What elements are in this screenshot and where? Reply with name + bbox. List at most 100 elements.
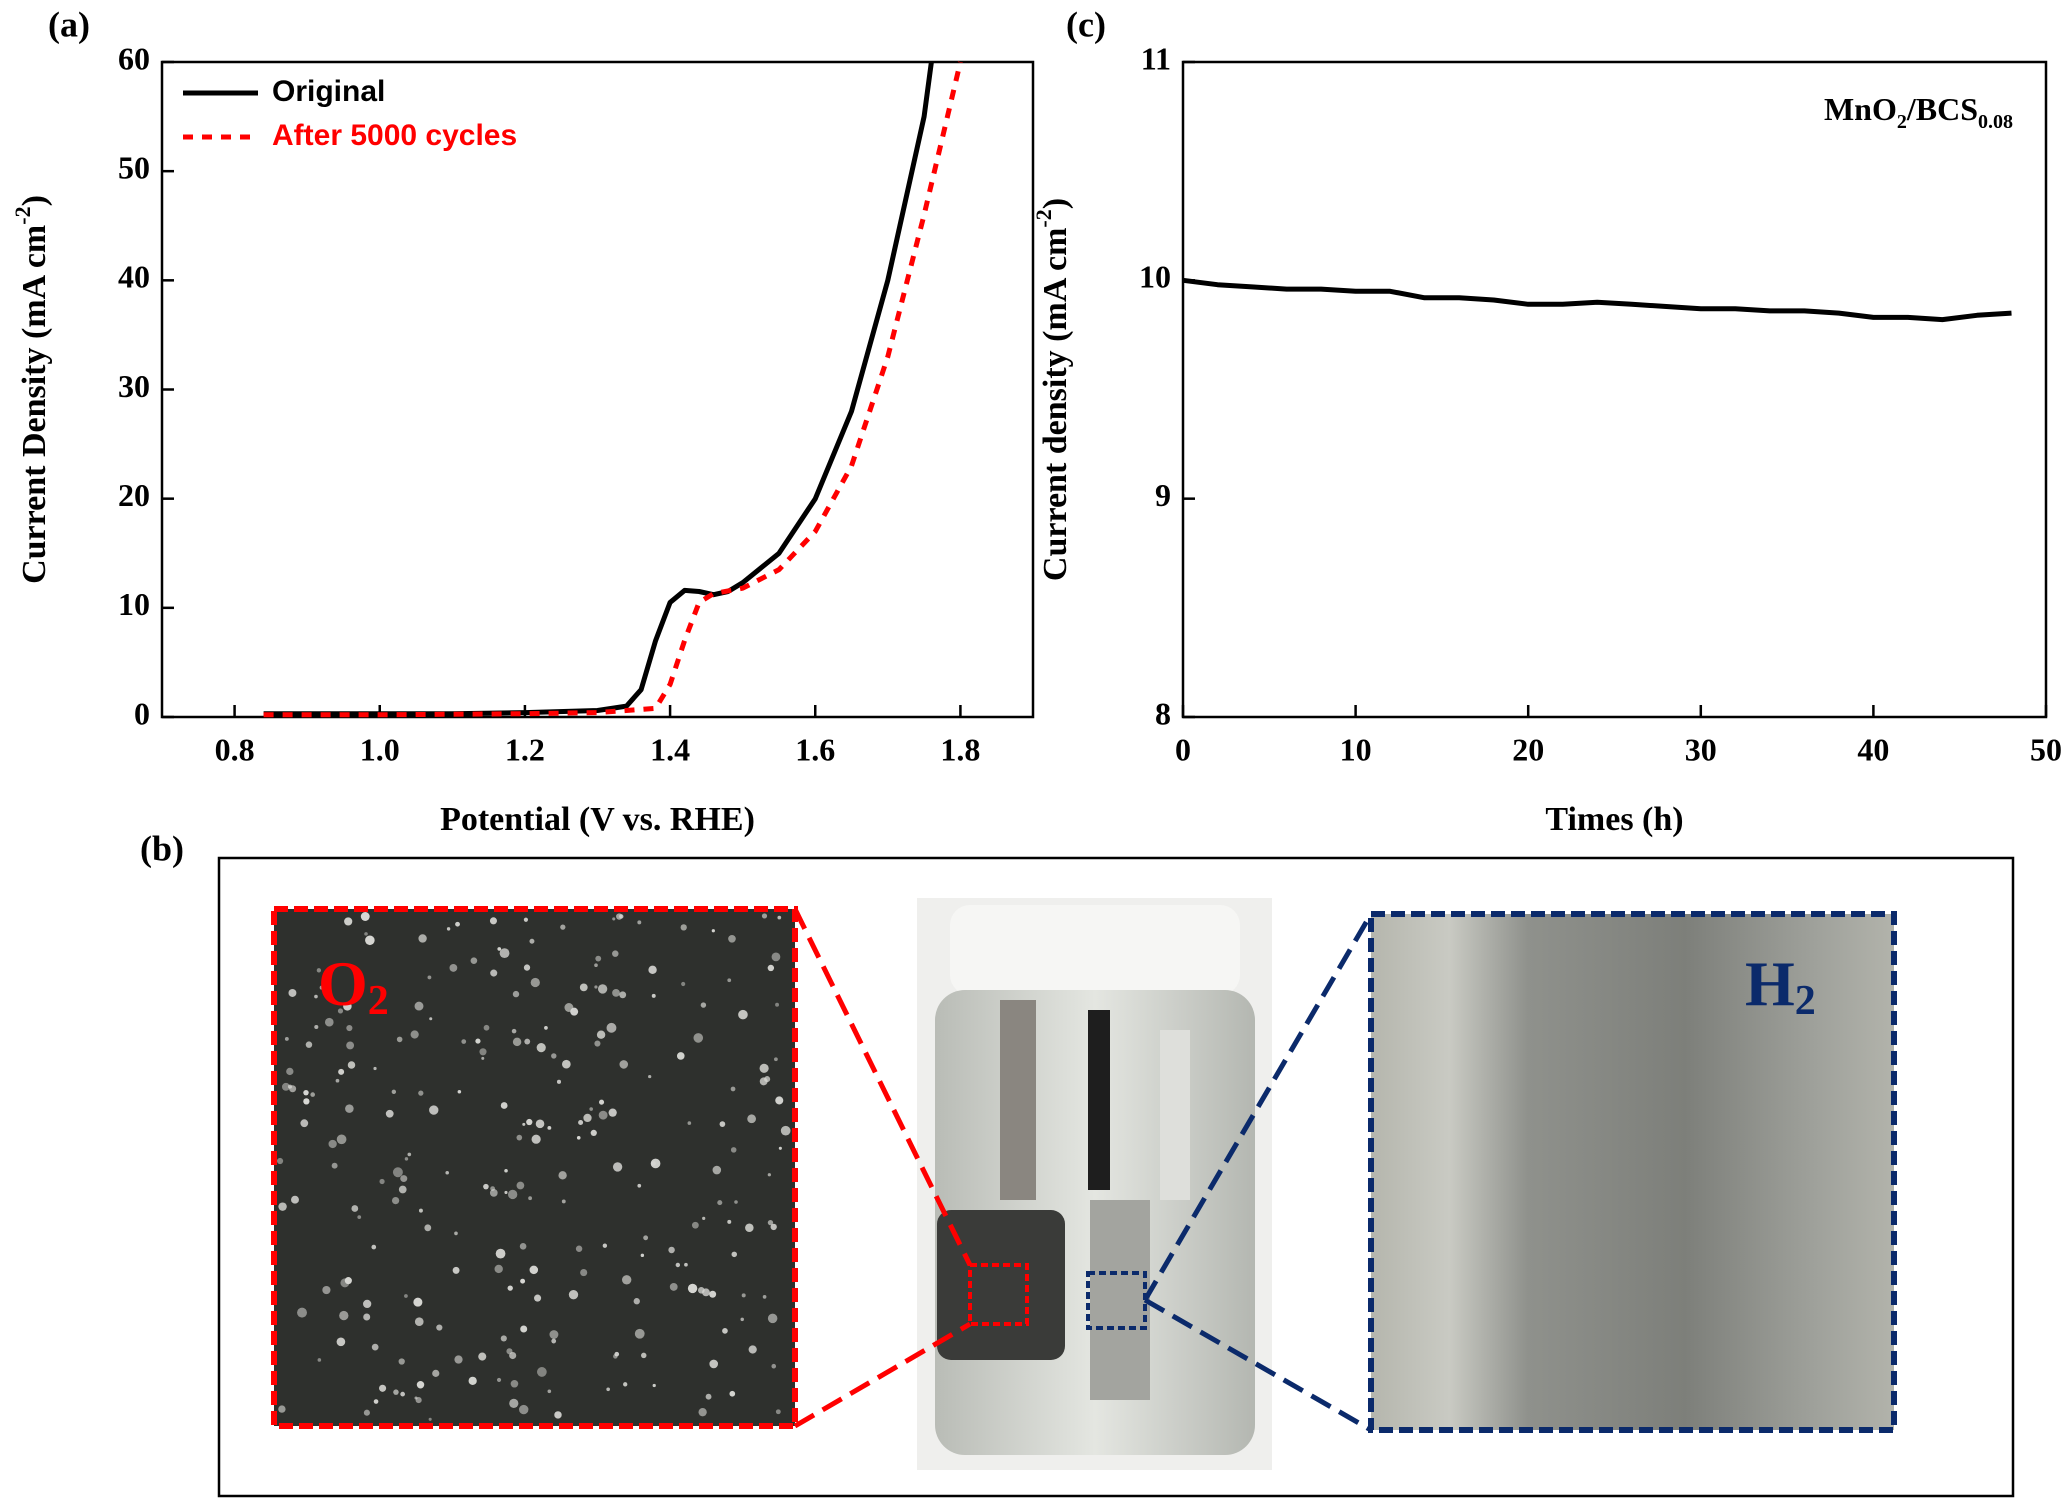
bubble [745, 1223, 754, 1232]
o2-frame [271, 906, 798, 1429]
series-line [263, 61, 934, 717]
bubble [612, 1162, 623, 1172]
bubble [319, 985, 324, 990]
bubble [490, 1186, 495, 1191]
bubble [310, 1092, 315, 1097]
y-tick-label: 30 [118, 368, 150, 404]
bubble [490, 969, 498, 977]
bubble [483, 1183, 489, 1190]
bubble [360, 912, 370, 921]
bubble [700, 1002, 707, 1008]
x-tick-label: 1.6 [795, 731, 835, 767]
bubble [322, 1285, 331, 1295]
bubble [427, 975, 432, 980]
x-tick-label: 0 [1175, 731, 1191, 767]
bubble [483, 1024, 490, 1031]
bubble [414, 1317, 424, 1327]
y-title-sup: -2 [10, 206, 35, 224]
bubble [528, 1196, 533, 1201]
bubble [400, 1391, 405, 1397]
bubble [711, 929, 715, 933]
x-tick-label: 30 [1685, 731, 1717, 767]
y-tick-label: 40 [118, 259, 150, 295]
bubble [345, 1104, 354, 1113]
bubble [702, 1288, 710, 1297]
bubble [536, 1043, 546, 1053]
bubble [698, 1407, 707, 1417]
bubble [449, 964, 458, 972]
bubble [717, 1200, 723, 1206]
bubble [344, 1277, 352, 1285]
bubble [404, 1294, 408, 1298]
bubble [529, 938, 535, 944]
bubble [691, 1221, 699, 1229]
plot-frame [160, 60, 1035, 719]
bubble [740, 1317, 744, 1322]
y-title-part: Current density (mA cm [1037, 228, 1074, 582]
bubble [479, 1048, 487, 1056]
bubble [523, 964, 531, 971]
bubble [612, 917, 616, 921]
panel-frame [217, 856, 2015, 1498]
bubble [775, 1096, 784, 1105]
annotation-sub: 0.08 [1978, 111, 2013, 133]
bubble [676, 1052, 685, 1060]
bubble [391, 1196, 400, 1205]
annotation-part: /BCS [1906, 91, 1978, 127]
bubble [705, 1393, 712, 1400]
bubble [338, 1068, 345, 1075]
bubble [535, 1119, 545, 1129]
bubble [373, 1066, 377, 1071]
bubble [300, 1119, 309, 1128]
bubble [507, 1285, 513, 1291]
bubble [702, 1216, 706, 1220]
bubble [494, 1264, 503, 1274]
label-part: O [318, 948, 368, 1019]
bubble [606, 1387, 610, 1392]
bubble [511, 1028, 517, 1034]
bubble [767, 1173, 771, 1177]
bubble [497, 947, 502, 951]
bubble [576, 1135, 581, 1140]
h2-frame [1368, 911, 1897, 1433]
h2-inset [1371, 914, 1894, 1430]
bubble [767, 1219, 774, 1226]
bubble [641, 1352, 647, 1359]
bubble [291, 1195, 299, 1204]
bubble [495, 1248, 506, 1259]
bubble [719, 1121, 726, 1127]
bubble [344, 917, 353, 926]
label-sub: 2 [368, 978, 389, 1024]
annotation-sub: 2 [1897, 111, 1907, 133]
bubble [496, 1377, 502, 1383]
bubble [520, 1325, 528, 1333]
bubble [278, 1405, 286, 1413]
y-axis-title: Current density (mA cm-2) [1031, 198, 1074, 581]
x-axis-title: Times (h) [1545, 801, 1683, 838]
bubble [668, 1246, 675, 1254]
bubble [648, 965, 657, 975]
bubble [613, 1354, 618, 1359]
bubble [461, 1039, 467, 1044]
bubble [520, 1278, 526, 1284]
x-axis-title: Potential (V vs. RHE) [440, 801, 755, 838]
bubble [363, 1299, 372, 1309]
x-tick-label: 0.8 [215, 731, 255, 767]
bubble [747, 1114, 757, 1124]
bubble [771, 1363, 777, 1369]
bubble [509, 1398, 519, 1408]
bubble [693, 1033, 704, 1043]
bubble [398, 1185, 407, 1194]
bubble [778, 1146, 782, 1150]
bubble [400, 1175, 408, 1183]
bubble [392, 1167, 403, 1178]
bubble [774, 1057, 778, 1062]
bubble [738, 1009, 748, 1020]
bubble [314, 1024, 319, 1030]
bubble [324, 1017, 334, 1027]
bubble [276, 1157, 284, 1165]
y-tick-label: 0 [134, 695, 150, 731]
bubble [428, 1417, 432, 1421]
bubble [570, 1007, 579, 1016]
bubble [418, 934, 427, 943]
